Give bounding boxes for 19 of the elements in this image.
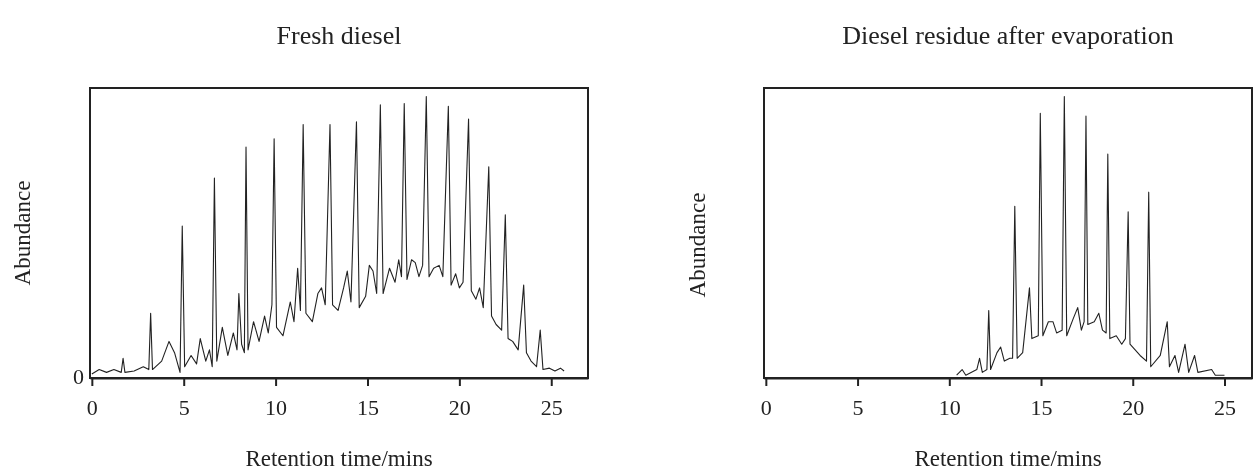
x-axis-title: Retention time/mins [245,446,433,471]
x-tick-label: 10 [265,395,288,421]
x-tick-label: 20 [1122,395,1145,421]
x-tick-label: 0 [760,395,772,421]
text: 0 [73,363,84,389]
y-axis-title: Abundance [10,180,35,286]
x-tick-label: 15 [1030,395,1053,421]
x-tick-label: 25 [1213,395,1236,421]
x-tick-label: 25 [540,395,563,421]
x-tick-label: 15 [356,395,379,421]
x-tick-label: 0 [86,395,98,421]
x-tick-label: 5 [178,395,190,421]
x-tick-label: 5 [852,395,864,421]
y-axis-title: Abundance [685,192,710,298]
x-axis-title: Retention time/mins [914,446,1102,471]
x-tick-label: 10 [938,395,961,421]
chart-title: Fresh diesel [276,21,402,50]
chart-title: Diesel residue after evaporation [842,21,1174,50]
x-tick-label: 20 [448,395,471,421]
